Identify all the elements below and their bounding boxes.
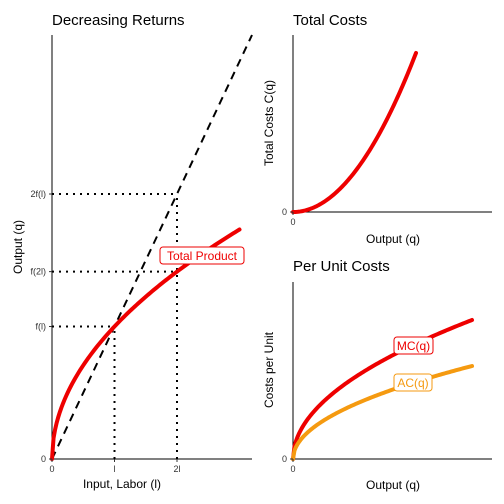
mc-label: MC(q) — [393, 336, 434, 355]
average-cost-curve — [291, 364, 474, 461]
x-axis-label: Output (q) — [366, 478, 420, 492]
total-costs-chart: Total Costs 0 0 Output (q) Total Costs C… — [262, 12, 492, 246]
x-tick-label: l — [114, 464, 116, 474]
marginal-cost-curve — [291, 318, 474, 461]
axis-ticks: 0 l 2l 0 f(l) f(2l) 2f(l) — [31, 189, 181, 474]
chart-title: Total Costs — [293, 12, 367, 29]
chart-title: Per Unit Costs — [293, 258, 390, 275]
label-box — [159, 246, 245, 265]
ac-label: AC(q) — [393, 373, 433, 392]
y-tick-label: 2f(l) — [31, 189, 47, 199]
x-axis-label: Input, Labor (l) — [83, 477, 161, 491]
x-tick-label: 0 — [290, 217, 295, 227]
y-tick-label: 0 — [282, 207, 287, 217]
x-tick-label: 0 — [290, 464, 295, 474]
y-tick-label: 0 — [41, 454, 46, 464]
x-axis-label: Output (q) — [366, 232, 420, 246]
total-product-label: Total Product — [159, 246, 245, 265]
y-axis-label: Costs per Unit — [262, 331, 276, 408]
label-box — [393, 336, 434, 355]
reference-lines — [52, 193, 178, 459]
y-tick-label: f(2l) — [31, 267, 47, 277]
total-cost-curve — [291, 51, 418, 214]
label-box — [393, 373, 433, 392]
y-tick-label: 0 — [282, 454, 287, 464]
x-tick-label: 0 — [49, 464, 54, 474]
chart-title: Decreasing Returns — [52, 12, 185, 29]
y-axis-label: Total Costs C(q) — [262, 80, 276, 166]
y-axis-label: Output (q) — [11, 220, 25, 274]
per-unit-costs-chart: Per Unit Costs MC(q) AC(q) 0 0 Output (q… — [262, 258, 492, 492]
series-label: Total Product — [167, 249, 238, 263]
y-tick-label: f(l) — [36, 322, 47, 332]
x-tick-label: 2l — [173, 464, 180, 474]
decreasing-returns-chart: Decreasing Returns 0 l 2l 0 f(l) f(2l) 2f(l) T… — [11, 12, 253, 491]
series-label: MC(q) — [397, 339, 430, 353]
series-label: AC(q) — [397, 376, 428, 390]
